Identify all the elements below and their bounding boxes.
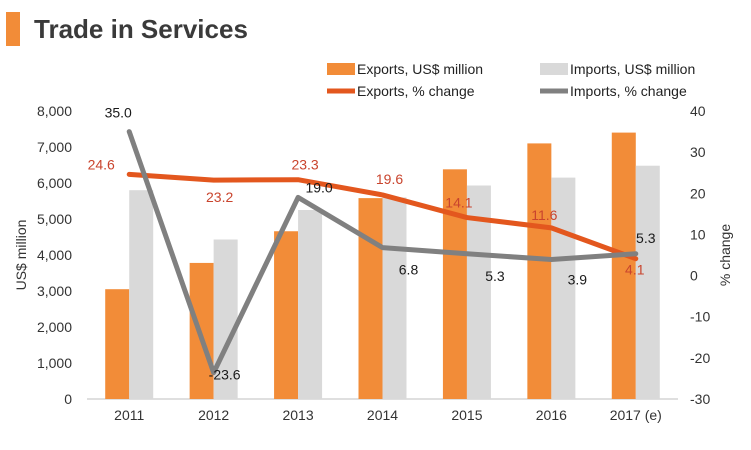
bar-imports bbox=[551, 177, 576, 399]
y-left-tick-label: 2,000 bbox=[37, 319, 72, 335]
y-left-tick-label: 8,000 bbox=[37, 103, 72, 119]
data-label-imports-pct: 6.8 bbox=[399, 262, 419, 278]
bar-imports bbox=[382, 197, 407, 399]
bar-imports bbox=[129, 190, 154, 399]
bar-imports bbox=[298, 210, 323, 399]
data-label-exports-pct: 19.6 bbox=[376, 171, 403, 187]
x-tick-label: 2012 bbox=[198, 407, 229, 423]
data-label-imports-pct: 3.9 bbox=[568, 272, 588, 288]
y-right-tick-label: 20 bbox=[690, 185, 706, 201]
data-label-exports-pct: 4.1 bbox=[625, 262, 645, 278]
y-left-tick-label: 6,000 bbox=[37, 175, 72, 191]
x-tick-label: 2014 bbox=[367, 407, 398, 423]
line-imports-pct bbox=[126, 129, 639, 376]
data-label-imports-pct: -23.6 bbox=[209, 367, 241, 383]
y-right-tick-label: -30 bbox=[690, 391, 710, 407]
x-tick-label: 2015 bbox=[451, 407, 482, 423]
y-left-tick-label: 7,000 bbox=[37, 139, 72, 155]
y-left-tick-label: 0 bbox=[64, 391, 72, 407]
legend-imports-pct-label: Imports, % change bbox=[570, 83, 687, 99]
legend-exports-usd-label: Exports, US$ million bbox=[357, 61, 483, 77]
data-label-imports-pct: 5.3 bbox=[636, 230, 656, 246]
x-tick-label: 2011 bbox=[114, 407, 144, 423]
y-right-axis-title: % change bbox=[717, 224, 733, 286]
bar-exports bbox=[274, 231, 299, 399]
data-label-imports-pct: 19.0 bbox=[305, 179, 332, 195]
y-left-tick-label: 3,000 bbox=[37, 283, 72, 299]
y-right-tick-label: 30 bbox=[690, 144, 706, 160]
bar-imports bbox=[213, 239, 238, 399]
legend-exports-usd-swatch bbox=[327, 63, 355, 75]
y-right-tick-label: -10 bbox=[690, 309, 710, 325]
y-left-tick-label: 5,000 bbox=[37, 211, 72, 227]
title-accent-bar bbox=[6, 12, 20, 46]
x-tick-label: 2016 bbox=[536, 407, 567, 423]
bar-exports bbox=[527, 143, 552, 399]
y-left-axis-title: US$ million bbox=[13, 220, 29, 291]
y-left-tick-label: 4,000 bbox=[37, 247, 72, 263]
legend-imports-usd-swatch bbox=[540, 63, 568, 75]
bar-exports bbox=[442, 169, 467, 399]
data-label-exports-pct: 14.1 bbox=[445, 195, 472, 211]
bar-exports bbox=[358, 198, 383, 399]
y-right-tick-label: 10 bbox=[690, 226, 706, 242]
line-exports-pct bbox=[126, 171, 639, 262]
data-label-imports-pct: 35.0 bbox=[105, 105, 132, 121]
data-label-exports-pct: 24.6 bbox=[88, 156, 115, 172]
y-left-tick-label: 1,000 bbox=[37, 355, 72, 371]
x-tick-label: 2017 (e) bbox=[610, 407, 662, 423]
y-right-tick-label: 40 bbox=[690, 103, 706, 119]
bar-imports bbox=[635, 165, 660, 399]
data-label-exports-pct: 23.2 bbox=[206, 189, 233, 205]
bar-exports bbox=[105, 289, 130, 399]
page-title: Trade in Services bbox=[34, 14, 248, 44]
data-label-imports-pct: 5.3 bbox=[485, 268, 505, 284]
data-label-exports-pct: 11.6 bbox=[531, 207, 557, 223]
bar-exports bbox=[611, 132, 636, 399]
y-right-tick-label: -20 bbox=[690, 350, 710, 366]
legend-imports-usd-label: Imports, US$ million bbox=[570, 61, 695, 77]
x-tick-label: 2013 bbox=[282, 407, 313, 423]
data-label-exports-pct: 23.3 bbox=[291, 157, 318, 173]
y-right-tick-label: 0 bbox=[690, 268, 698, 284]
legend-exports-pct-label: Exports, % change bbox=[357, 83, 475, 99]
